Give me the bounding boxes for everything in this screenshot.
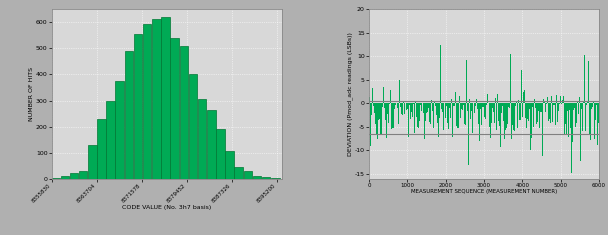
Bar [188,74,197,179]
Bar [170,38,179,179]
Bar [106,101,115,179]
Bar [116,81,124,179]
Bar [161,17,170,179]
Bar [253,176,261,179]
Bar [143,24,151,179]
Bar [262,177,271,179]
Bar [61,176,69,179]
Bar [271,178,280,179]
Bar [79,171,88,179]
Bar [152,19,161,179]
Bar [97,119,106,179]
Bar [207,110,216,179]
Bar [244,171,252,179]
X-axis label: CODE VALUE (No. 3h7 basis): CODE VALUE (No. 3h7 basis) [122,205,211,210]
Bar [88,145,97,179]
Bar [225,151,234,179]
Bar [125,51,133,179]
X-axis label: MEASUREMENT SEQUENCE (MEASUREMENT NUMBER): MEASUREMENT SEQUENCE (MEASUREMENT NUMBER… [411,189,557,194]
Bar [70,173,78,179]
Bar [134,34,142,179]
Bar [216,129,225,179]
Y-axis label: NUMBER OF HITS: NUMBER OF HITS [29,67,35,121]
Bar [52,178,60,179]
Y-axis label: DEVIATION (Pmod_adc readings (LSBs)): DEVIATION (Pmod_adc readings (LSBs)) [348,32,353,156]
Bar [235,167,243,179]
Bar [179,46,188,179]
Bar [198,99,206,179]
